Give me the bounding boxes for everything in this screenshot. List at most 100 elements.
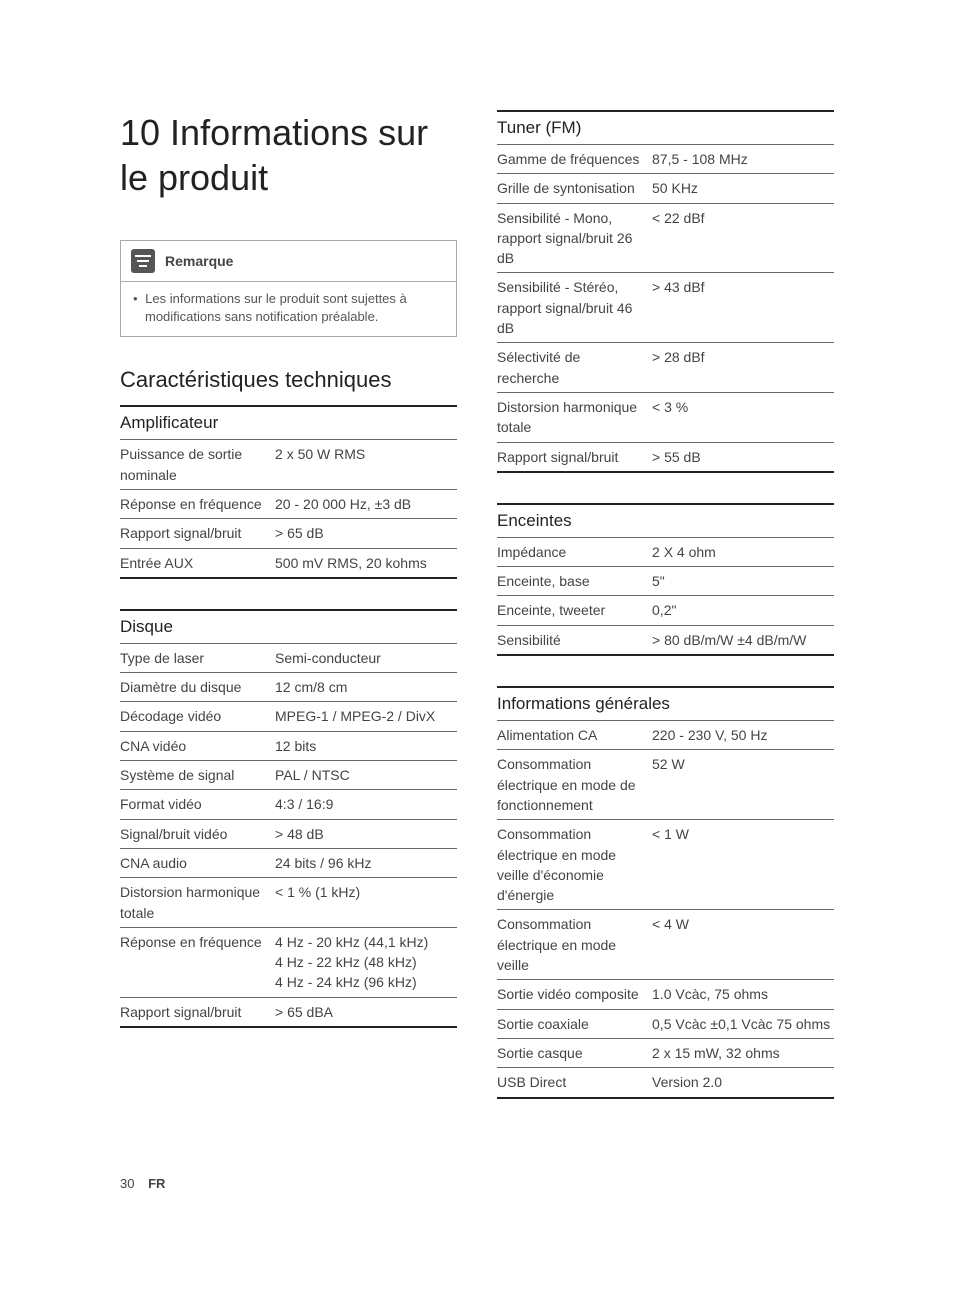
- spec-label: USB Direct: [497, 1072, 652, 1092]
- spec-value: 20 - 20 000 Hz, ±3 dB: [275, 494, 457, 514]
- spec-value: < 3 %: [652, 397, 834, 438]
- spec-label: Consommation électrique en mode de fonct…: [497, 754, 652, 815]
- note-icon: [131, 249, 155, 273]
- spec-row: Diamètre du disque12 cm/8 cm: [120, 673, 457, 702]
- spec-row: Grille de syntonisation50 KHz: [497, 174, 834, 203]
- spec-label: Entrée AUX: [120, 553, 275, 573]
- spec-value: 4 Hz - 20 kHz (44,1 kHz) 4 Hz - 22 kHz (…: [275, 932, 457, 993]
- spec-row: CNA vidéo12 bits: [120, 732, 457, 761]
- spec-row: Sortie casque2 x 15 mW, 32 ohms: [497, 1039, 834, 1068]
- spec-row: Alimentation CA220 - 230 V, 50 Hz: [497, 721, 834, 750]
- spec-value: > 48 dB: [275, 824, 457, 844]
- right-column: Tuner (FM)Gamme de fréquences87,5 - 108 …: [497, 110, 834, 1129]
- spec-label: Enceinte, base: [497, 571, 652, 591]
- spec-row: Sortie coaxiale0,5 Vcàc ±0,1 Vcàc 75 ohm…: [497, 1010, 834, 1039]
- spec-row: Rapport signal/bruit> 55 dB: [497, 443, 834, 473]
- spec-value: 24 bits / 96 kHz: [275, 853, 457, 873]
- spec-row: Décodage vidéoMPEG-1 / MPEG-2 / DivX: [120, 702, 457, 731]
- spec-label: Signal/bruit vidéo: [120, 824, 275, 844]
- spec-row: Type de laserSemi-conducteur: [120, 644, 457, 673]
- spec-title: Tuner (FM): [497, 110, 834, 145]
- table-disque: DisqueType de laserSemi-conducteurDiamèt…: [120, 609, 457, 1028]
- note-box: Remarque Les informations sur le produit…: [120, 240, 457, 337]
- spec-value: < 1 % (1 kHz): [275, 882, 457, 923]
- spec-label: Réponse en fréquence: [120, 494, 275, 514]
- spec-label: Alimentation CA: [497, 725, 652, 745]
- spec-value: 50 KHz: [652, 178, 834, 198]
- spec-row: Système de signalPAL / NTSC: [120, 761, 457, 790]
- spec-value: 0,2": [652, 600, 834, 620]
- spec-value: 87,5 - 108 MHz: [652, 149, 834, 169]
- spec-row: Sensibilité - Mono, rapport signal/bruit…: [497, 204, 834, 274]
- spec-label: Format vidéo: [120, 794, 275, 814]
- note-body: Les informations sur le produit sont suj…: [121, 281, 456, 336]
- spec-row: Rapport signal/bruit> 65 dB: [120, 519, 457, 548]
- spec-label: Impédance: [497, 542, 652, 562]
- spec-value: > 80 dB/m/W ±4 dB/m/W: [652, 630, 834, 650]
- spec-value: < 1 W: [652, 824, 834, 905]
- spec-value: 2 x 50 W RMS: [275, 444, 457, 485]
- spec-title: Disque: [120, 609, 457, 644]
- spec-row: Gamme de fréquences87,5 - 108 MHz: [497, 145, 834, 174]
- spec-value: 500 mV RMS, 20 kohms: [275, 553, 457, 573]
- spec-value: 1.0 Vcàc, 75 ohms: [652, 984, 834, 1004]
- spec-row: Puissance de sortie nominale2 x 50 W RMS: [120, 440, 457, 490]
- spec-label: Rapport signal/bruit: [120, 1002, 275, 1022]
- spec-row: Consommation électrique en mode veille< …: [497, 910, 834, 980]
- note-header: Remarque: [121, 241, 456, 281]
- spec-label: Type de laser: [120, 648, 275, 668]
- spec-label: Grille de syntonisation: [497, 178, 652, 198]
- page-title: 10 Informations sur le produit: [120, 110, 457, 200]
- spec-label: Gamme de fréquences: [497, 149, 652, 169]
- spec-label: Rapport signal/bruit: [497, 447, 652, 467]
- spec-row: Enceinte, tweeter0,2": [497, 596, 834, 625]
- spec-label: Sortie coaxiale: [497, 1014, 652, 1034]
- spec-label: Consommation électrique en mode veille d…: [497, 824, 652, 905]
- spec-row: Sélectivité de recherche> 28 dBf: [497, 343, 834, 393]
- spec-row: Réponse en fréquence20 - 20 000 Hz, ±3 d…: [120, 490, 457, 519]
- spec-value: MPEG-1 / MPEG-2 / DivX: [275, 706, 457, 726]
- page-footer: 30 FR: [120, 1176, 165, 1191]
- spec-row: Impédance2 X 4 ohm: [497, 538, 834, 567]
- spec-row: Signal/bruit vidéo> 48 dB: [120, 820, 457, 849]
- spec-row: Rapport signal/bruit> 65 dBA: [120, 998, 457, 1028]
- spec-row: Distorsion harmonique totale< 1 % (1 kHz…: [120, 878, 457, 928]
- spec-label: CNA audio: [120, 853, 275, 873]
- spec-label: Système de signal: [120, 765, 275, 785]
- spec-row: Entrée AUX500 mV RMS, 20 kohms: [120, 549, 457, 579]
- table-amplificateur: AmplificateurPuissance de sortie nominal…: [120, 405, 457, 578]
- spec-label: Sensibilité: [497, 630, 652, 650]
- table-general: Informations généralesAlimentation CA220…: [497, 686, 834, 1098]
- left-column: 10 Informations sur le produit Remarque …: [120, 110, 457, 1129]
- spec-value: > 65 dB: [275, 523, 457, 543]
- spec-label: Enceinte, tweeter: [497, 600, 652, 620]
- spec-label: Distorsion harmonique totale: [120, 882, 275, 923]
- spec-row: CNA audio24 bits / 96 kHz: [120, 849, 457, 878]
- spec-label: Sortie casque: [497, 1043, 652, 1063]
- spec-value: 220 - 230 V, 50 Hz: [652, 725, 834, 745]
- table-tuner: Tuner (FM)Gamme de fréquences87,5 - 108 …: [497, 110, 834, 473]
- spec-title: Informations générales: [497, 686, 834, 721]
- spec-row: Consommation électrique en mode de fonct…: [497, 750, 834, 820]
- spec-row: Consommation électrique en mode veille d…: [497, 820, 834, 910]
- table-enceintes: EnceintesImpédance2 X 4 ohmEnceinte, bas…: [497, 503, 834, 656]
- spec-value: 0,5 Vcàc ±0,1 Vcàc 75 ohms: [652, 1014, 834, 1034]
- spec-value: > 28 dBf: [652, 347, 834, 388]
- spec-label: Décodage vidéo: [120, 706, 275, 726]
- spec-label: Consommation électrique en mode veille: [497, 914, 652, 975]
- spec-value: > 65 dBA: [275, 1002, 457, 1022]
- spec-label: Réponse en fréquence: [120, 932, 275, 993]
- page-number: 30: [120, 1176, 134, 1191]
- spec-value: 2 X 4 ohm: [652, 542, 834, 562]
- spec-label: Rapport signal/bruit: [120, 523, 275, 543]
- spec-row: Sensibilité> 80 dB/m/W ±4 dB/m/W: [497, 626, 834, 656]
- spec-label: Sortie vidéo composite: [497, 984, 652, 1004]
- spec-value: > 43 dBf: [652, 277, 834, 338]
- spec-value: Semi-conducteur: [275, 648, 457, 668]
- spec-value: 4:3 / 16:9: [275, 794, 457, 814]
- spec-value: 52 W: [652, 754, 834, 815]
- spec-title: Enceintes: [497, 503, 834, 538]
- spec-value: PAL / NTSC: [275, 765, 457, 785]
- spec-row: Sortie vidéo composite1.0 Vcàc, 75 ohms: [497, 980, 834, 1009]
- spec-label: Diamètre du disque: [120, 677, 275, 697]
